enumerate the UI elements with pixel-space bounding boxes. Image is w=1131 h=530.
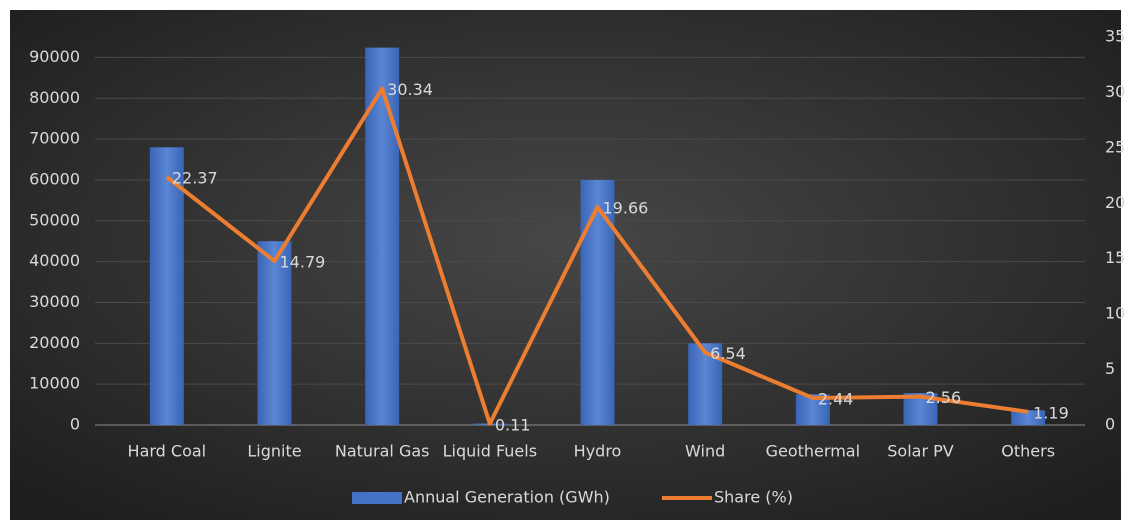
legend-label: Share (%) <box>714 488 793 507</box>
y2-tick-label: 15 <box>1105 248 1125 267</box>
bar <box>257 241 292 425</box>
data-label: 2.56 <box>926 388 962 407</box>
x-tick-label: Wind <box>685 442 725 461</box>
y-tick-label: 80000 <box>29 88 80 107</box>
y2-tick-label: 30 <box>1105 82 1125 101</box>
y2-tick-label: 10 <box>1105 304 1125 323</box>
x-tick-label: Others <box>1001 442 1055 461</box>
y2-tick-label: 20 <box>1105 193 1125 212</box>
chart-background <box>10 10 1121 520</box>
x-tick-label: Natural Gas <box>335 442 430 461</box>
y-tick-label: 0 <box>70 415 80 434</box>
y-tick-label: 70000 <box>29 129 80 148</box>
y-tick-label: 10000 <box>29 374 80 393</box>
y-tick-label: 90000 <box>29 47 80 66</box>
data-label: 0.11 <box>495 415 531 434</box>
x-tick-label: Hydro <box>574 442 622 461</box>
data-label: 6.54 <box>710 344 746 363</box>
y-tick-label: 60000 <box>29 169 80 188</box>
legend-label: Annual Generation (GWh) <box>404 488 610 507</box>
data-label: 22.37 <box>172 169 218 188</box>
bar <box>1011 410 1046 425</box>
y-tick-label: 50000 <box>29 210 80 229</box>
data-label: 19.66 <box>603 199 649 218</box>
data-label: 30.34 <box>387 80 433 99</box>
y-tick-label: 40000 <box>29 251 80 270</box>
y-tick-label: 30000 <box>29 292 80 311</box>
y2-tick-label: 5 <box>1105 359 1115 378</box>
y2-tick-label: 0 <box>1105 415 1115 434</box>
y2-tick-label: 25 <box>1105 137 1125 156</box>
data-label: 14.79 <box>280 253 326 272</box>
data-label: 2.44 <box>818 389 854 408</box>
bar <box>149 147 184 425</box>
y-tick-label: 20000 <box>29 333 80 352</box>
data-label: 1.19 <box>1033 403 1069 422</box>
x-tick-label: Lignite <box>247 442 301 461</box>
x-tick-label: Liquid Fuels <box>443 442 537 461</box>
line <box>165 86 1029 426</box>
legend-swatch <box>352 492 402 504</box>
x-tick-label: Geothermal <box>766 442 860 461</box>
y2-tick-label: 35 <box>1105 27 1125 46</box>
x-tick-label: Solar PV <box>887 442 954 461</box>
x-tick-label: Hard Coal <box>128 442 207 461</box>
